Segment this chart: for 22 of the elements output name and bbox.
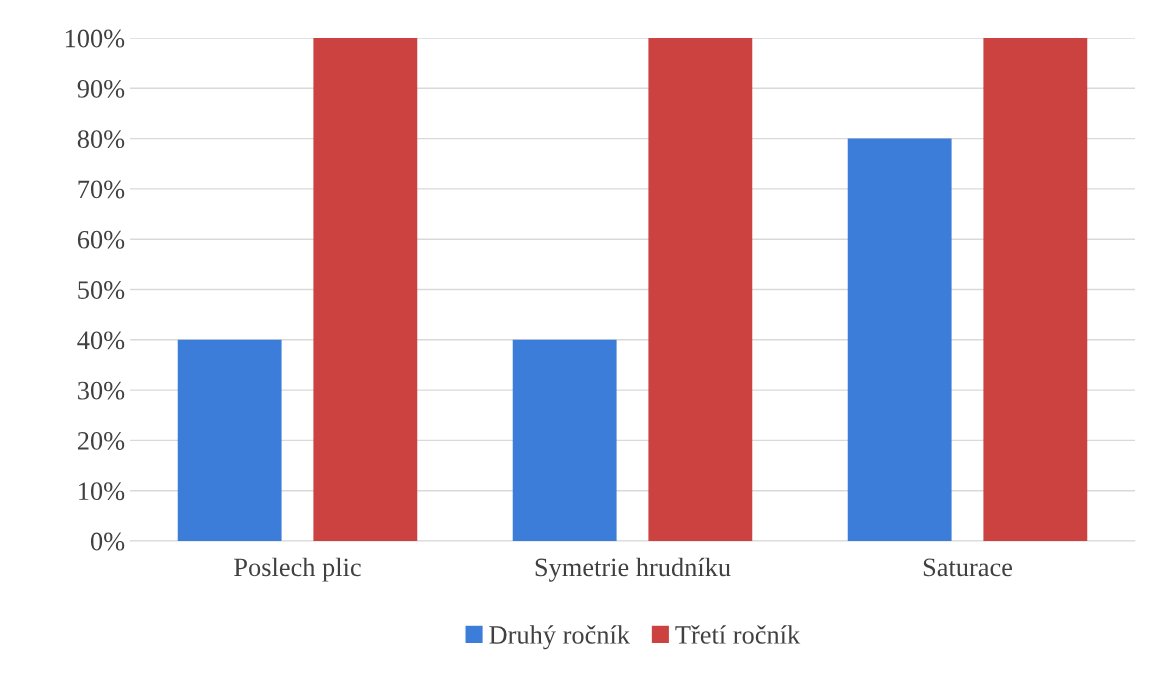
legend-label: Druhý ročník xyxy=(489,625,631,650)
y-tick-label: 100% xyxy=(65,29,125,48)
y-tick-label: 20% xyxy=(77,432,125,450)
bar xyxy=(313,38,418,541)
bar xyxy=(512,339,617,541)
bar xyxy=(983,38,1088,541)
y-tick-label: 70% xyxy=(78,180,125,199)
y-tick-label: 10% xyxy=(79,482,125,501)
bar xyxy=(648,38,753,541)
bar xyxy=(847,138,952,541)
y-tick-label: 90% xyxy=(77,79,125,98)
x-tick-label: Saturace xyxy=(923,558,1012,577)
bar xyxy=(177,339,282,541)
y-tick-label: 0% xyxy=(90,532,125,551)
legend-label: Třetí ročník xyxy=(675,625,801,644)
x-tick-label: Symetrie hrudníku xyxy=(535,557,731,582)
y-tick-label: 50% xyxy=(78,281,125,299)
y-tick-label: 30% xyxy=(78,381,125,400)
y-tick-label: 40% xyxy=(77,331,125,350)
x-tick-label: Poslech plic xyxy=(234,557,361,582)
y-tick-label: 60% xyxy=(77,230,125,249)
y-tick-label: 80% xyxy=(77,130,125,149)
